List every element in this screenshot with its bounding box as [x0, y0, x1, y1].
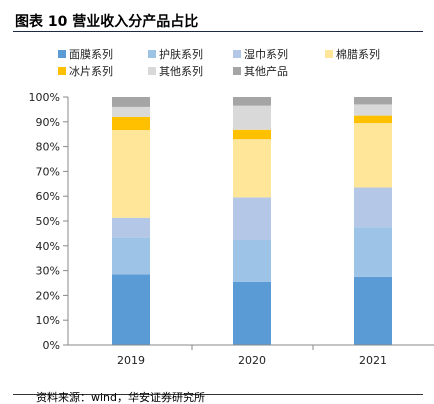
- y-tick-label: 40%: [36, 240, 60, 253]
- x-axis: 2019 2020 2021: [68, 344, 434, 367]
- bar-segment: [233, 239, 271, 282]
- bar-segment: [233, 281, 271, 345]
- legend-swatch: [325, 50, 333, 58]
- bar-segment: [354, 187, 392, 228]
- bar-segment: [354, 97, 392, 105]
- legend-swatch: [148, 67, 156, 75]
- x-tick-label: 2021: [359, 354, 387, 367]
- y-tick-label: 30%: [36, 265, 60, 278]
- legend-label: 其他系列: [159, 64, 203, 78]
- x-tick-label: 2020: [238, 354, 266, 367]
- bar-segment: [354, 115, 392, 124]
- legend-swatch: [233, 50, 241, 58]
- bar-segment: [354, 227, 392, 277]
- y-axis: 0% 10% 20% 30% 40% 50% 60% 70% 80% 90% 100%: [29, 91, 69, 352]
- figure-title: 图表 10 营业收入分产品占比: [15, 14, 199, 30]
- bar-segment: [233, 97, 271, 106]
- legend-label: 护肤系列: [159, 47, 203, 61]
- legend-swatch: [233, 67, 241, 75]
- y-tick-label: 0%: [43, 339, 60, 352]
- bar-segment: [354, 276, 392, 345]
- bar-segment: [112, 116, 150, 130]
- legend-label: 其他产品: [244, 64, 288, 78]
- bar-segment: [112, 106, 150, 117]
- bar-segment: [233, 129, 271, 140]
- legend-swatch: [58, 50, 66, 58]
- legend-label: 冰片系列: [69, 64, 113, 78]
- bar-segment: [112, 129, 150, 218]
- x-tick-label: 2019: [117, 354, 145, 367]
- bar-segment: [233, 105, 271, 130]
- y-tick-label: 60%: [36, 190, 60, 203]
- source-note: 资料来源：wind，华安证券研究所: [36, 391, 206, 404]
- bar-segment: [112, 237, 150, 275]
- y-tick-label: 70%: [36, 165, 60, 178]
- bar-segment: [112, 274, 150, 345]
- bar-segment: [112, 97, 150, 107]
- legend-label: 湿巾系列: [244, 47, 288, 61]
- legend-label: 棉腊系列: [336, 47, 380, 61]
- source-divider: [13, 394, 423, 395]
- legend-label: 面膜系列: [69, 47, 113, 61]
- y-tick-label: 50%: [36, 215, 60, 228]
- y-tick-label: 20%: [36, 289, 60, 302]
- y-tick-label: 80%: [36, 141, 60, 154]
- legend-swatch: [148, 50, 156, 58]
- y-tick-label: 100%: [29, 91, 60, 104]
- bars: [112, 97, 392, 345]
- bar-segment: [354, 104, 392, 116]
- legend-swatch: [58, 67, 66, 75]
- bar-segment: [112, 217, 150, 238]
- figure-header: 图表 10 营业收入分产品占比: [13, 5, 423, 32]
- y-tick-label: 10%: [36, 314, 60, 327]
- y-tick-label: 90%: [36, 116, 60, 129]
- bar-segment: [233, 139, 271, 198]
- bar-segment: [354, 123, 392, 188]
- bar-segment: [233, 197, 271, 240]
